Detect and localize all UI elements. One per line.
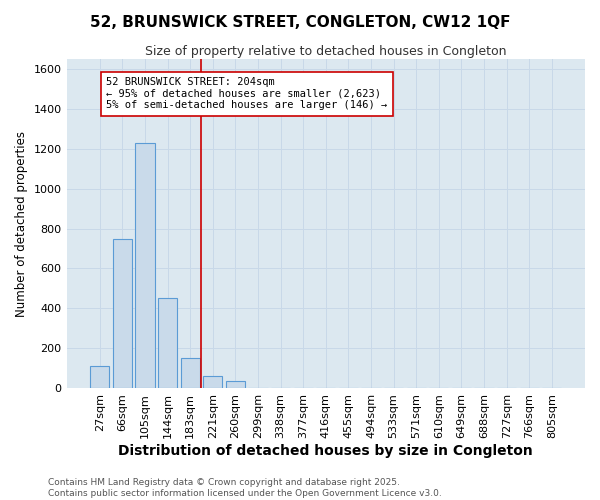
Bar [158, 298, 177, 388]
Bar [113, 238, 132, 388]
Text: 52, BRUNSWICK STREET, CONGLETON, CW12 1QF: 52, BRUNSWICK STREET, CONGLETON, CW12 1Q… [90, 15, 510, 30]
Bar [226, 381, 245, 388]
Y-axis label: Number of detached properties: Number of detached properties [15, 130, 28, 316]
Bar [136, 143, 155, 388]
Title: Size of property relative to detached houses in Congleton: Size of property relative to detached ho… [145, 45, 506, 58]
Bar [90, 366, 109, 388]
Text: Contains HM Land Registry data © Crown copyright and database right 2025.
Contai: Contains HM Land Registry data © Crown c… [48, 478, 442, 498]
Text: 52 BRUNSWICK STREET: 204sqm
← 95% of detached houses are smaller (2,623)
5% of s: 52 BRUNSWICK STREET: 204sqm ← 95% of det… [106, 77, 388, 110]
X-axis label: Distribution of detached houses by size in Congleton: Distribution of detached houses by size … [118, 444, 533, 458]
Bar [203, 376, 223, 388]
Bar [181, 358, 200, 388]
